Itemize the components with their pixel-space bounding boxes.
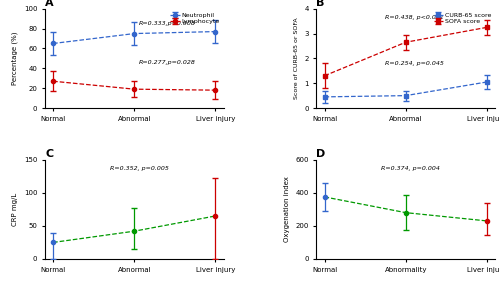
Text: R=0.277,p=0.028: R=0.277,p=0.028: [138, 60, 195, 65]
Text: C: C: [45, 149, 53, 159]
Text: R=0.333,p=0.008: R=0.333,p=0.008: [138, 21, 195, 26]
Y-axis label: Oxygenation index: Oxygenation index: [284, 176, 290, 242]
Legend: CURB-65 score, SOFA score: CURB-65 score, SOFA score: [433, 12, 492, 25]
Y-axis label: CRP mg/L: CRP mg/L: [12, 193, 18, 226]
Text: D: D: [316, 149, 326, 159]
Y-axis label: Percentage (%): Percentage (%): [12, 32, 18, 85]
Text: R=0.438, p<0.001: R=0.438, p<0.001: [386, 15, 444, 20]
Legend: Neutrophil, Lymphocyte: Neutrophil, Lymphocyte: [170, 12, 220, 25]
Y-axis label: Score of CURB-65 or SOFA: Score of CURB-65 or SOFA: [294, 17, 298, 99]
Text: R=0.374, p=0.004: R=0.374, p=0.004: [382, 166, 440, 171]
Text: B: B: [316, 0, 325, 8]
Text: A: A: [45, 0, 54, 8]
Text: R=0.352, p=0.005: R=0.352, p=0.005: [110, 166, 169, 171]
Text: R=0.254, p=0.045: R=0.254, p=0.045: [386, 61, 444, 66]
